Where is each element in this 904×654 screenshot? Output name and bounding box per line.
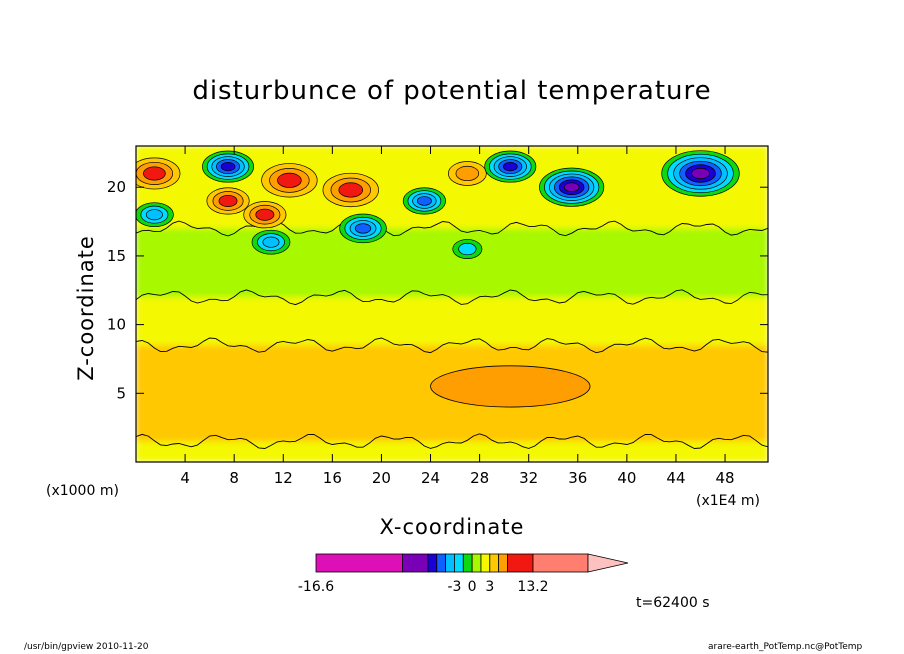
colorbar-arrow <box>587 553 629 573</box>
x-tick-label: 40 <box>617 469 636 487</box>
anomaly-contour <box>338 182 364 198</box>
colorbar-tick-label: -3 <box>447 579 461 595</box>
footer-program-date: /usr/bin/gpview 2010-11-20 <box>24 642 149 652</box>
x-tick-label: 16 <box>323 469 342 487</box>
anomaly-contour <box>145 209 163 221</box>
anomaly-contour <box>563 182 580 192</box>
colorbar: -16.6 -3 0 3 13.2 <box>298 553 629 595</box>
colorbar-segment <box>454 553 464 573</box>
x-unit-label: (x1000 m) <box>46 483 119 499</box>
anomaly-contour <box>218 194 238 207</box>
anomaly-contour <box>277 172 302 188</box>
y-tick-label: 10 <box>107 316 126 334</box>
plot-frame <box>135 145 769 463</box>
colorbar-tick-label: 3 <box>485 579 494 595</box>
anomaly-contour <box>691 167 710 180</box>
colorbar-segment <box>507 553 534 573</box>
x-tick-label: 12 <box>274 469 293 487</box>
x-tick-label: 28 <box>470 469 489 487</box>
x-tick-label: 8 <box>229 469 239 487</box>
x-tick-label: 32 <box>519 469 538 487</box>
x-tick-label: 4 <box>180 469 190 487</box>
colorbar-segment <box>445 553 455 573</box>
contour-line <box>136 220 768 237</box>
band-core <box>430 365 591 408</box>
contour-line <box>136 337 768 354</box>
colorbar-tick-label: -16.6 <box>298 579 334 595</box>
y-tick-label: 5 <box>116 384 126 402</box>
band <box>136 297 768 346</box>
anomaly-contour <box>262 236 280 248</box>
contour-line <box>136 289 768 306</box>
band <box>136 441 768 462</box>
colorbar-segment <box>427 553 438 573</box>
band <box>136 228 768 298</box>
colorbar-segment <box>489 553 500 573</box>
anomaly-contour <box>502 162 518 172</box>
colorbar-segment <box>402 553 429 573</box>
footer-file: arare-earth_PotTemp.nc@PotTemp <box>708 642 863 652</box>
x-tick-label: 48 <box>716 469 735 487</box>
x-tick-label: 44 <box>666 469 685 487</box>
anomaly-contour <box>143 166 166 181</box>
x-axis-label: X-coordinate <box>379 515 525 539</box>
anomaly-contour <box>255 208 275 221</box>
colorbar-tick-label: 13.2 <box>517 579 548 595</box>
time-label: t=62400 s <box>636 595 710 611</box>
x-tick-label: 24 <box>421 469 440 487</box>
y-tick-label: 20 <box>107 178 126 196</box>
field-layers <box>136 146 768 462</box>
anomaly-contour <box>220 162 236 172</box>
anomaly-contour <box>455 165 480 182</box>
contour-field <box>136 146 768 462</box>
colorbar-segment <box>436 553 447 573</box>
colorbar-segment <box>498 553 508 573</box>
colorbar-tick-label: 0 <box>468 579 477 595</box>
chart-title: disturbunce of potential temperature <box>192 76 712 106</box>
anomaly-contour <box>354 223 372 234</box>
x-tick-label: 36 <box>568 469 587 487</box>
anomaly-contour <box>416 196 432 206</box>
y-tick-label: 15 <box>107 247 126 265</box>
colorbar-segment <box>471 553 482 573</box>
colorbar-segment <box>462 553 473 573</box>
x-tick-label: 20 <box>372 469 391 487</box>
x-scale-label: (x1E4 m) <box>696 493 760 509</box>
colorbar-segment <box>315 553 403 573</box>
contour-line <box>136 433 768 449</box>
colorbar-segment <box>480 553 491 573</box>
anomaly-contour <box>458 242 477 256</box>
colorbar-segment <box>532 553 589 573</box>
